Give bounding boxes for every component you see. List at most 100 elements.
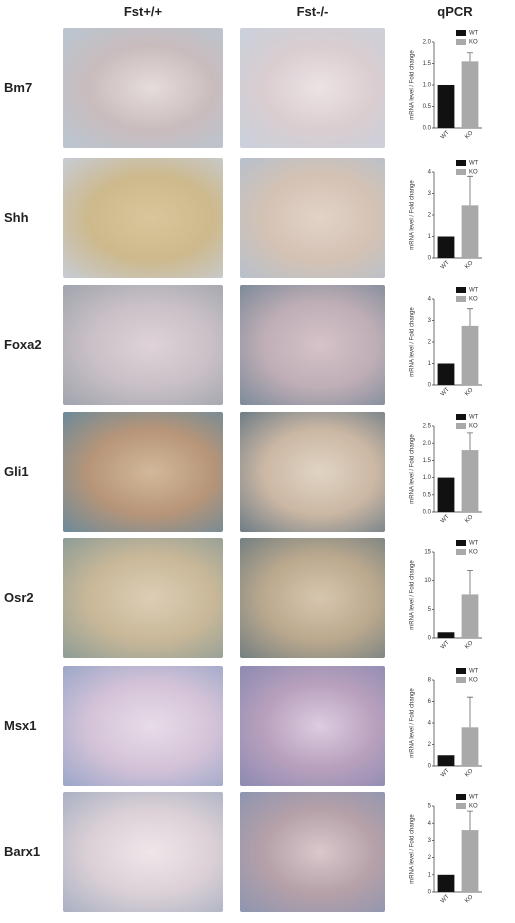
- legend-swatch: [456, 169, 466, 175]
- x-tick-label: KO: [464, 260, 475, 271]
- mutant-image: [240, 666, 385, 786]
- y-tick-label: 0: [428, 256, 432, 262]
- y-axis-label: mRNA level / Fold change: [410, 814, 416, 884]
- bar: [437, 363, 455, 385]
- x-tick-label: WT: [440, 640, 451, 651]
- mutant-image: [240, 158, 385, 278]
- y-tick-label: 4: [428, 721, 432, 727]
- bar: [461, 450, 479, 512]
- bar: [461, 205, 479, 258]
- y-tick-label: 0: [428, 383, 432, 389]
- row-label: Osr2: [4, 590, 34, 605]
- bar: [461, 594, 479, 638]
- x-tick-label: WT: [440, 260, 451, 271]
- y-tick-label: 3: [428, 838, 432, 844]
- bar: [437, 632, 455, 638]
- error-bar: [467, 569, 473, 595]
- x-tick-label: WT: [440, 514, 451, 525]
- y-tick-label: 2: [428, 742, 432, 748]
- qpcr-chart: mRNA level / Fold change 0 2 4 6 8 WT WT KO KO: [410, 668, 482, 779]
- y-tick-label: 1.0: [423, 475, 432, 481]
- legend-swatch: [456, 549, 466, 555]
- legend-label: WT: [469, 415, 479, 421]
- qpcr-chart: mRNA level / Fold change 0 1 2 3 4 WT WT KO KO: [410, 160, 482, 271]
- legend-swatch: [456, 30, 466, 36]
- y-tick-label: 2: [428, 855, 432, 861]
- y-tick-label: 0: [428, 764, 432, 770]
- row-label: Foxa2: [4, 337, 42, 352]
- x-tick-label: WT: [440, 894, 451, 905]
- y-tick-label: 1: [428, 234, 432, 240]
- qpcr-chart: mRNA level / Fold change 0 5 10 15 WT WT KO KO: [410, 540, 482, 651]
- y-tick-label: 0.0: [423, 510, 432, 516]
- legend-label: KO: [469, 40, 478, 46]
- y-tick-label: 0.5: [423, 492, 432, 498]
- row-label: Barx1: [4, 844, 41, 859]
- wildtype-image: [63, 412, 223, 532]
- legend-label: KO: [469, 170, 478, 176]
- y-tick-label: 0: [428, 636, 432, 642]
- x-tick-label: KO: [464, 640, 475, 651]
- column-header: Fst+/+: [123, 4, 163, 19]
- y-tick-label: 3: [428, 318, 432, 324]
- legend-swatch: [456, 414, 466, 420]
- y-tick-label: 3: [428, 191, 432, 197]
- error-bar: [467, 175, 473, 206]
- legend-swatch: [456, 160, 466, 166]
- legend-label: KO: [469, 550, 478, 556]
- bar: [437, 236, 455, 258]
- y-tick-label: 6: [428, 699, 432, 705]
- y-tick-label: 1: [428, 872, 432, 878]
- legend-label: WT: [469, 669, 479, 675]
- mutant-image: [240, 412, 385, 532]
- y-tick-label: 15: [424, 550, 431, 556]
- mutant-image: [240, 285, 385, 405]
- bar: [437, 874, 455, 892]
- legend-swatch: [456, 540, 466, 546]
- bar: [437, 477, 455, 512]
- x-tick-label: KO: [464, 514, 475, 525]
- row-label: Gli1: [4, 464, 29, 479]
- legend-label: WT: [469, 31, 479, 37]
- row-label: Shh: [4, 210, 29, 225]
- column-header: Fst-/-: [296, 4, 329, 19]
- y-tick-label: 4: [428, 821, 432, 827]
- y-tick-label: 2.0: [423, 40, 432, 46]
- y-tick-label: 2: [428, 340, 432, 346]
- wildtype-image: [63, 538, 223, 658]
- bar: [461, 325, 479, 385]
- legend-label: KO: [469, 424, 478, 430]
- y-tick-label: 1.0: [423, 83, 432, 89]
- y-tick-label: 0.5: [423, 104, 432, 110]
- legend-label: KO: [469, 297, 478, 303]
- y-tick-label: 1.5: [423, 458, 432, 464]
- y-axis-label: mRNA level / Fold change: [410, 688, 416, 758]
- legend-label: WT: [469, 161, 479, 167]
- wildtype-image: [63, 792, 223, 912]
- wildtype-image: [63, 285, 223, 405]
- x-tick-label: KO: [464, 894, 475, 905]
- x-tick-label: WT: [440, 130, 451, 141]
- y-tick-label: 0: [428, 890, 432, 896]
- x-tick-label: WT: [440, 387, 451, 398]
- legend-swatch: [456, 794, 466, 800]
- y-tick-label: 5: [428, 607, 432, 613]
- legend-label: KO: [469, 678, 478, 684]
- legend-label: WT: [469, 541, 479, 547]
- y-axis-label: mRNA level / Fold change: [410, 434, 416, 504]
- bar: [461, 830, 479, 892]
- y-tick-label: 0.0: [423, 126, 432, 132]
- y-tick-label: 2.5: [423, 424, 432, 430]
- x-tick-label: KO: [464, 768, 475, 779]
- legend-swatch: [456, 803, 466, 809]
- y-axis-label: mRNA level / Fold change: [410, 560, 416, 630]
- legend-swatch: [456, 423, 466, 429]
- x-tick-label: KO: [464, 387, 475, 398]
- error-bar: [467, 52, 473, 62]
- y-axis-label: mRNA level / Fold change: [410, 50, 416, 120]
- y-axis-label: mRNA level / Fold change: [410, 180, 416, 250]
- bar: [461, 727, 479, 766]
- x-tick-label: WT: [440, 768, 451, 779]
- legend-swatch: [456, 668, 466, 674]
